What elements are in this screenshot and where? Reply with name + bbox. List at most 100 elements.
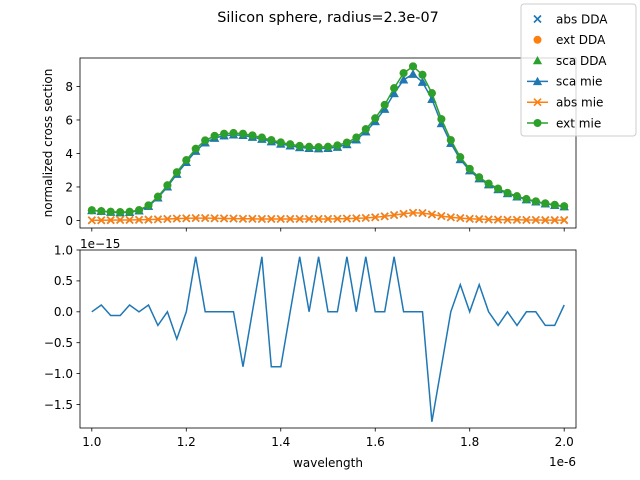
data-point: [437, 212, 446, 221]
legend-frame: [520, 3, 637, 137]
data-point: [238, 129, 247, 138]
data-point: [295, 141, 304, 150]
data-point: [229, 214, 238, 223]
bottom-xtick-label: 1.2: [177, 435, 196, 449]
data-point: [238, 214, 248, 223]
data-point: [305, 214, 314, 224]
data-point: [305, 142, 314, 151]
data-point: [437, 115, 446, 124]
data-point: [163, 181, 172, 190]
data-point: [116, 215, 125, 225]
data-point: [418, 209, 427, 218]
legend-item: abs DDA: [533, 12, 608, 26]
series-line: [91, 65, 565, 213]
data-point: [125, 207, 134, 216]
top-ylabel: normalized cross section: [41, 69, 55, 218]
data-point: [191, 144, 200, 153]
bottom-ytick-label: 1.0: [54, 243, 73, 257]
data-point: [399, 209, 408, 218]
data-point: [153, 192, 162, 201]
top-axes-frame: [79, 57, 577, 229]
bottom-xtick-label: 1.4: [271, 435, 290, 449]
data-point: [465, 164, 474, 173]
data-point: [408, 69, 418, 78]
data-point: [323, 214, 333, 224]
bottom-ticks: 1.0 0.5 0.0 −0.5 −1.0 −1.5 1.0 1.2 1.4 1.6 1.8 2.0: [44, 243, 574, 449]
data-point: [87, 216, 96, 225]
data-point: [163, 214, 172, 224]
data-point: [550, 200, 559, 209]
data-point: [522, 195, 531, 204]
data-point: [352, 214, 361, 223]
data-point: [418, 70, 427, 79]
data-point: [512, 192, 521, 201]
data-point: [257, 133, 266, 142]
data-point: [541, 216, 550, 225]
data-point: [182, 156, 191, 165]
data-point: [408, 208, 418, 217]
data-point: [134, 215, 144, 224]
bottom-xtick-label: 2.0: [555, 435, 574, 449]
data-point: [286, 214, 295, 224]
data-point: [560, 216, 569, 225]
data-point: [201, 214, 210, 223]
data-point: [267, 214, 276, 224]
data-point: [87, 206, 96, 215]
bottom-ytick-label: −1.0: [44, 367, 73, 381]
data-point: [153, 215, 163, 224]
bottom-ytick-label: −1.5: [44, 398, 73, 412]
data-point: [531, 197, 540, 206]
series-abs-mie: [87, 208, 569, 225]
legend-item: abs mie: [527, 96, 603, 110]
top-series-group: [87, 62, 569, 225]
data-point: [417, 77, 428, 86]
bottom-xtick-label: 1.6: [366, 435, 385, 449]
data-point: [390, 84, 399, 93]
data-point: [314, 214, 323, 224]
top-ytick-label: 8: [65, 80, 73, 94]
legend-item: sca DDA: [532, 54, 607, 68]
data-point: [276, 138, 285, 147]
bottom-x-offset-label: 1e-6: [549, 455, 576, 469]
data-point: [314, 143, 323, 152]
bottom-xtick-label: 1.8: [460, 435, 479, 449]
legend-label: abs DDA: [556, 12, 608, 26]
legend-marker: [532, 56, 543, 65]
data-point: [550, 216, 559, 225]
chart-title: Silicon sphere, radius=2.3e-07: [217, 10, 439, 26]
data-point: [333, 141, 342, 150]
data-point: [399, 69, 408, 78]
data-point: [493, 215, 503, 224]
data-point: [116, 208, 125, 217]
data-point: [427, 210, 436, 219]
data-point: [361, 125, 370, 134]
data-point: [229, 129, 238, 138]
data-point: [220, 129, 229, 138]
data-point: [172, 214, 181, 223]
data-point: [135, 206, 144, 215]
legend-label: sca mie: [556, 75, 602, 89]
data-point: [456, 214, 465, 223]
data-point: [125, 215, 134, 225]
data-point: [342, 214, 351, 223]
legend-marker: [533, 35, 542, 44]
top-ytick-label: 4: [65, 147, 73, 161]
data-point: [380, 212, 389, 221]
legend-item: sca mie: [527, 75, 602, 89]
data-point: [342, 138, 351, 147]
data-point: [494, 184, 503, 193]
data-point: [409, 62, 418, 71]
bottom-axes-frame: [79, 249, 577, 429]
bottom-y-offset-label: 1e−15: [80, 237, 120, 251]
bottom-xlabel: wavelength: [293, 456, 363, 470]
data-point: [361, 213, 370, 223]
data-point: [512, 215, 522, 224]
data-point: [475, 173, 484, 182]
data-point: [248, 131, 257, 140]
top-ytick-label: 0: [65, 214, 73, 228]
data-point: [380, 100, 389, 109]
data-point: [144, 215, 153, 224]
data-point: [371, 114, 380, 123]
data-point: [484, 179, 493, 188]
